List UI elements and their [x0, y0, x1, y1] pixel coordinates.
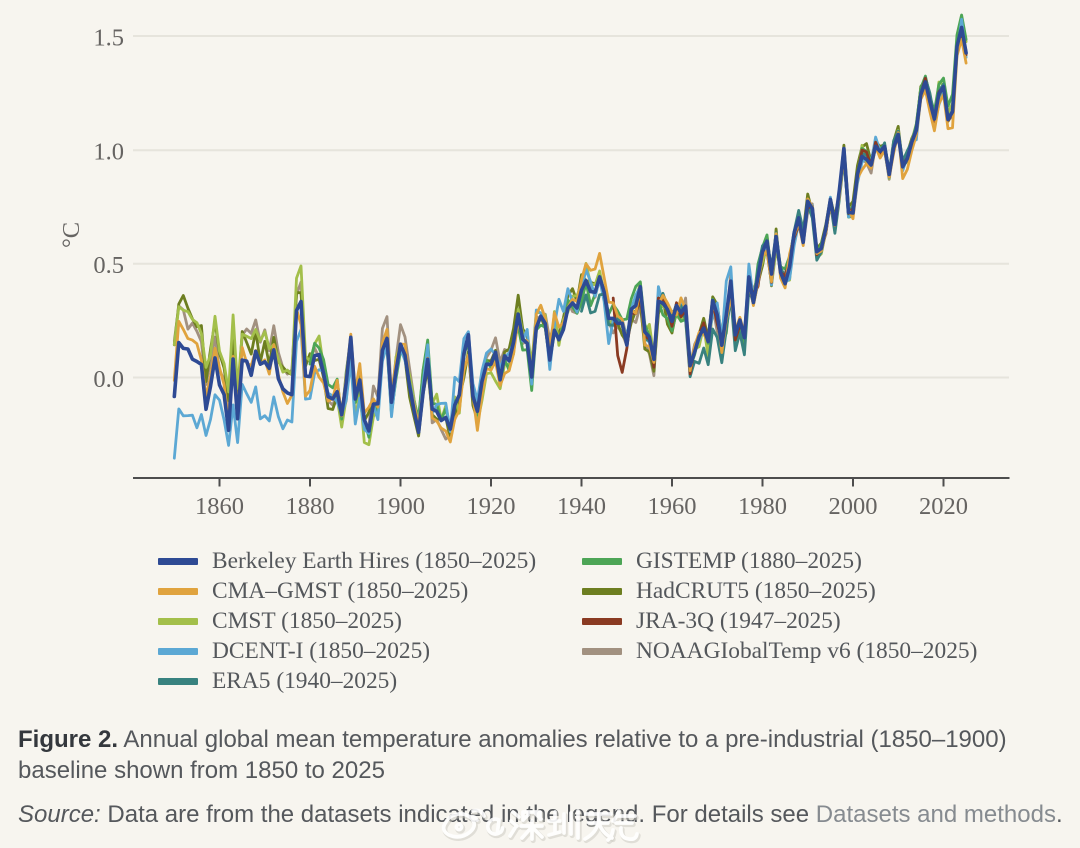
svg-text:1860: 1860: [195, 493, 244, 520]
svg-text:°C: °C: [58, 222, 85, 248]
svg-text:2020: 2020: [919, 493, 968, 520]
svg-text:2000: 2000: [829, 493, 878, 520]
svg-text:1960: 1960: [648, 493, 697, 520]
svg-text:0.5: 0.5: [93, 252, 124, 279]
svg-text:1920: 1920: [467, 493, 516, 520]
svg-text:0.0: 0.0: [93, 366, 124, 393]
svg-text:1.5: 1.5: [93, 24, 124, 51]
svg-text:1880: 1880: [286, 493, 335, 520]
svg-text:1.0: 1.0: [93, 139, 124, 166]
svg-text:1900: 1900: [376, 493, 425, 520]
svg-text:1980: 1980: [738, 493, 787, 520]
svg-text:1940: 1940: [557, 493, 606, 520]
